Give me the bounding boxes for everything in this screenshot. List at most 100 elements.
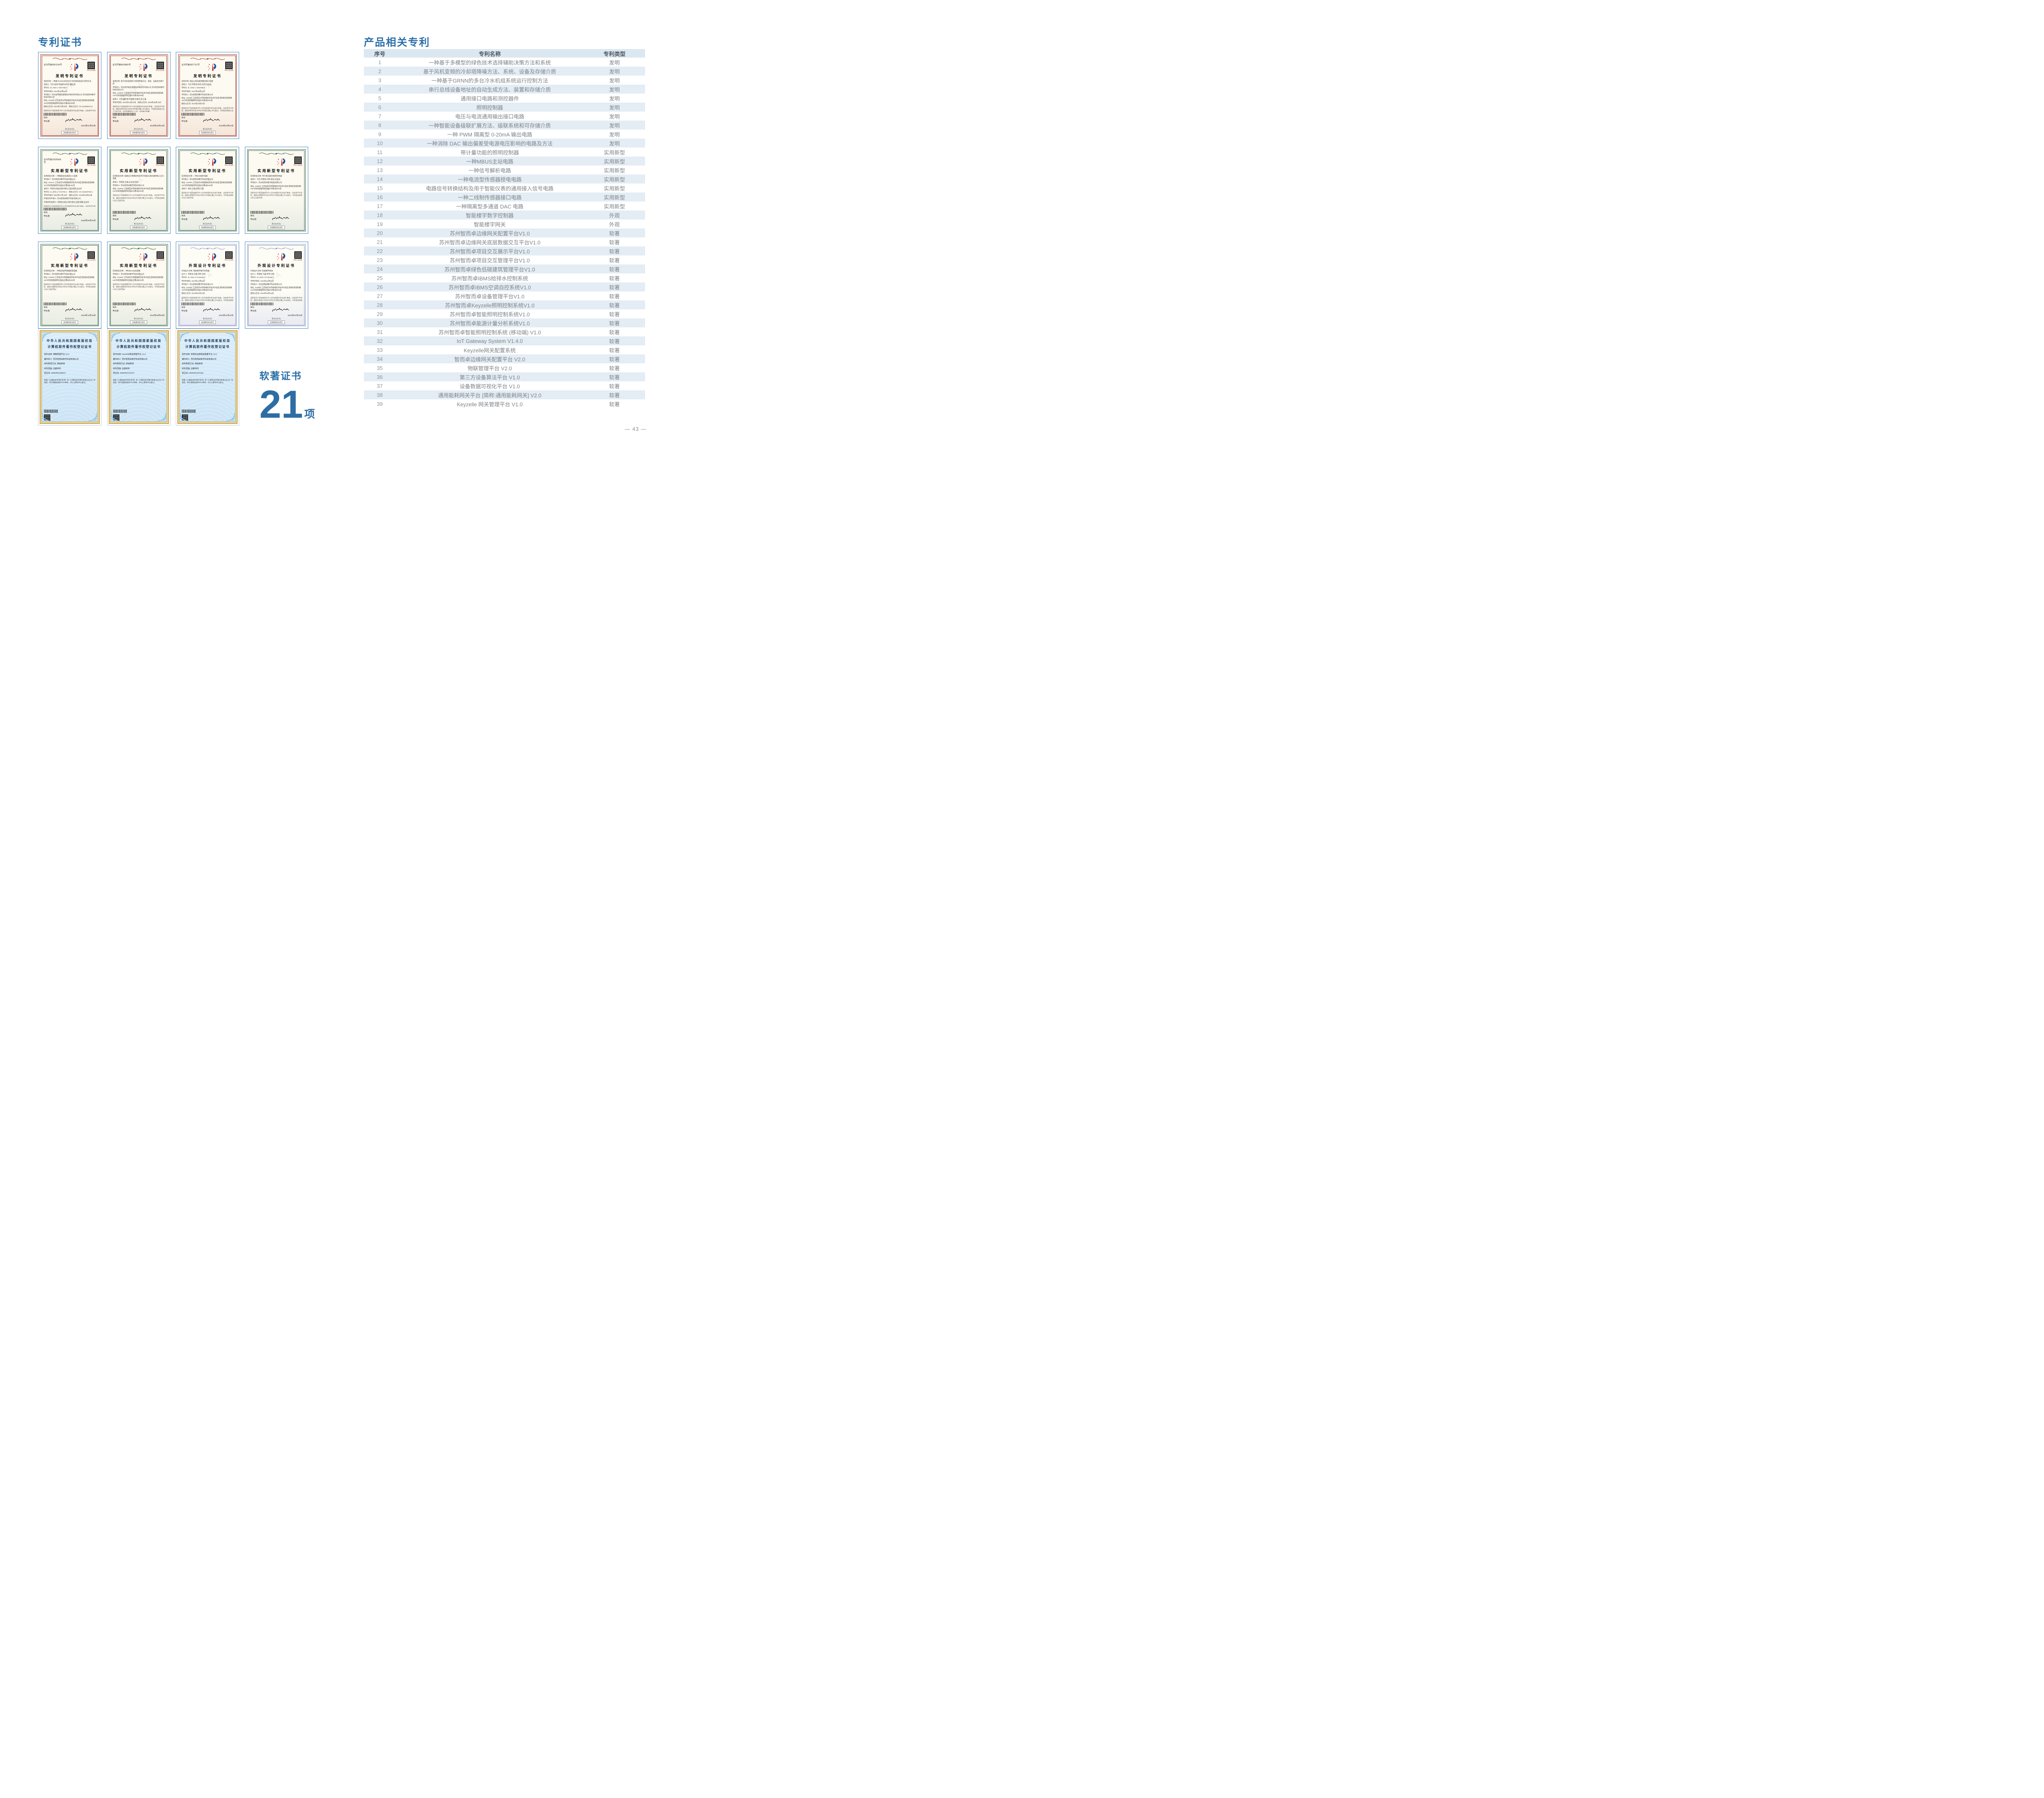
certificate-page-note: 第1页(共2页) (134, 317, 143, 320)
patents-table: 序号 专利名称 专利类型 1 一种基于多模型的绿色技术选择辅助决策方法和系统 发明 2… (364, 49, 645, 408)
table-row: 25 苏州智而卓IBMS给排水控制系统 软著 (364, 273, 645, 282)
cell-index: 26 (377, 284, 383, 290)
cell-type: 软著 (609, 338, 620, 345)
cell-index: 27 (377, 293, 383, 299)
certificate-fields: 外观设计名称: 智能楼宇数字控制器 设计人: 李建池;马晨;李昕;刘炜 专利号: Z… (182, 270, 233, 296)
svg-text:★: ★ (140, 67, 141, 69)
cell-index: 4 (378, 86, 381, 92)
patent-certificate-card: ★ ★ ★ ★ 专利公告信息 实用新型专利证书 实用新型名称: 一种电流型传感器授电电路 专利… (38, 242, 101, 329)
signature-icon (272, 308, 289, 312)
table-row: 7 电压与电流通用输出接口电路 发明 (364, 112, 645, 121)
ornament-flourish-icon (190, 247, 225, 250)
cell-type: 软著 (609, 311, 620, 318)
certificate-statement: 国家知识产权局依照中华人民共和国专利法进行审查，决定授予专利权，颁发实用新型专利… (112, 194, 165, 202)
certificate-field-line: 专利号: ZL 2023 3 0715494.1 (250, 276, 274, 279)
certificate-page-note: 第1页(共2页) (65, 317, 74, 320)
certificate-field-line: 发明人: 马杰;董红林;李国建;冰俊华;彭士通 (112, 98, 146, 100)
table-row: 5 通用接口电路和测控器件 发明 (364, 94, 645, 103)
table-row: 27 苏州智而卓设备管理平台V1.0 软著 (364, 291, 645, 300)
certificate-row: 证书号第22926608号 ★ ★ ★ ★ 专利公告信息 实用新型专利证书 实用新型名称: 一… (38, 147, 308, 234)
svg-text:★: ★ (209, 67, 211, 69)
certificate-title: 外观设计专利证书 (188, 264, 226, 268)
qr-code-icon (87, 157, 95, 164)
certificate-date: 2024年04月16日 (219, 314, 233, 317)
certificate-fields: 发明名称: 电压与电流通用输出接口电路 发明人: 马杰;李建池;朱亮;刘炜;吴志祥… (182, 80, 233, 106)
svg-text:★: ★ (276, 255, 278, 257)
signer-label: 局长 申长雨 (250, 215, 256, 221)
signer-label: 局长 申长雨 (112, 215, 119, 221)
cell-index: 24 (377, 266, 383, 272)
certificate-title: 实用新型专利证书 (51, 169, 89, 173)
certificate-page-note: 第1页(共2页) (203, 128, 212, 130)
certificate-field-line: 设计人: 李建池;马晨;李昕;刘炜 (182, 273, 206, 275)
table-row: 31 苏州智而卓智能照明控制系统 (移动端) V1.0 软著 (364, 327, 645, 336)
cell-type: 实用新型 (603, 149, 625, 156)
corner-flourish-icon (154, 412, 166, 421)
certificate-paper: 证书号第22926608号 ★ ★ ★ ★ 专利公告信息 实用新型专利证书 实用新型名称: 一… (40, 149, 99, 231)
certificate-number: 证书号第6827761号 (182, 64, 200, 66)
cell-name: 一种隔离型多通道 DAC 电路 (456, 203, 524, 210)
cell-type: 实用新型 (603, 185, 625, 192)
qr-caption: 专利公告信息 (224, 69, 233, 71)
cell-index: 21 (377, 239, 383, 245)
table-row: 28 苏州智而卓Keyzelle照明控制系统V1.0 软著 (364, 300, 645, 309)
barcode-icon (44, 410, 58, 413)
corner-flourish-icon (85, 333, 97, 342)
svg-text:★: ★ (71, 159, 72, 161)
certificate-fields: 实用新型名称: 一种信号解析电路 专利权人: 苏州智而卓数字科技有限公司 地址: 2… (182, 175, 233, 191)
certificate-field-line: 软件名称: 物联管理平台 V2.0 (44, 354, 69, 356)
certificate-title: 外观设计专利证书 (257, 264, 295, 268)
certificate-field-line: 发明名称: 电压与电流通用输出接口电路 (182, 80, 213, 82)
certificate-field-line: 申请日时发明人: 李建池;高波;刘炜;黄亮;王磊;陈鹏;吴志祥 (44, 201, 89, 203)
column-header-index: 序号 (374, 51, 385, 57)
corner-flourish-icon (180, 333, 192, 342)
qr-code-icon (294, 157, 302, 164)
qr-caption: 专利公告信息 (293, 164, 303, 166)
certificate-continuation-note: 其他事项参见续页 (61, 131, 78, 134)
certificate-statement: 国家知识产权局依照中华人民共和国专利法进行审查，决定授予专利权，颁发发明专利证书… (182, 107, 233, 112)
ornament-flourish-icon (52, 58, 87, 60)
cell-index: 1 (378, 59, 381, 65)
svg-text:★: ★ (140, 162, 141, 164)
software-certificate-title: 计算机软件著作权登记证书 (185, 345, 230, 349)
barcode-icon (112, 211, 136, 214)
certificate-statement: 国家知识产权局依照中华人民共和国专利法进行审查，决定授予专利权，颁发实用新型专利… (44, 205, 96, 207)
cell-type: 软著 (609, 374, 620, 381)
certificate-field-line: 授权公告日: 2024年04月16日 (182, 292, 205, 295)
certificate-statement: 国家知识产权局依照中华人民共和国专利法进行审查，决定授予专利权，颁发发明专利证书… (44, 109, 96, 112)
table-row: 2 基于风机变频的冷却塔降噪方法、系统、设备及存储介质 发明 (364, 67, 645, 76)
cell-index: 23 (377, 257, 383, 263)
svg-text:★: ★ (71, 253, 72, 256)
cnipa-logo-icon: ★★★★ (70, 157, 78, 166)
svg-text:★: ★ (208, 64, 210, 66)
certificate-statement: 国家知识产权局依照中华人民共和国专利法进行审查，决定授予专利权，颁发实用新型专利… (44, 283, 96, 291)
software-certificates-count: 21 (259, 383, 303, 426)
cell-index: 10 (377, 140, 383, 146)
cell-type: 发明 (609, 131, 620, 138)
certificate-field-line: 著作权人: 苏州智而卓数字科技有限公司 (113, 358, 148, 360)
cell-type: 软著 (609, 356, 620, 363)
table-row: 36 第三方设备算法平台 V1.0 软著 (364, 372, 645, 381)
svg-text:★: ★ (208, 161, 209, 162)
certificate-field-line: 发明人: 马杰;李建池;刘炜;黄亮;吴志祥 (250, 178, 280, 181)
certificate-field-line: 著作权人: 苏州智而卓数字科技有限公司 (44, 358, 79, 360)
cell-name: 设备数据可视化平台 V1.0 (459, 383, 520, 390)
cell-name: 串行总线设备地址的自动生成方法、装置和存储介质 (428, 86, 551, 93)
cell-index: 14 (377, 176, 383, 182)
cell-name: Keyzelle网关配置系统 (464, 347, 516, 354)
cell-type: 软著 (609, 320, 620, 327)
certificate-continuation-note: 其他事项参见续页 (130, 226, 147, 229)
corner-flourish-icon (42, 333, 54, 342)
certificate-field-line: 实用新型名称: 带计量功能的照明控制器 (250, 175, 282, 177)
barcode-icon (250, 302, 273, 306)
cell-name: 苏州智而卓能源计量分析系统V1.0 (450, 320, 530, 327)
page: { "page": { "number": "— 43 —" }, "left"… (0, 0, 658, 450)
certificate-fields: 软件名称: 物联管理平台 V2.0 著作权人: 苏州智而卓数字科技有限公司 权利取得… (44, 353, 95, 376)
svg-text:★: ★ (70, 259, 72, 260)
certificate-paper: ★ ★ ★ ★ 专利公告信息 外观设计专利证书 外观设计名称: 智能楼宇数字控制器 设计人: … (178, 244, 237, 326)
certificate-page-note: 第1页(共2页) (65, 222, 74, 225)
certificate-paper: 证书号第6827761号 ★ ★ ★ ★ 专利公告信息 发明专利证书 发明名称: 电压与电流通… (178, 54, 237, 137)
cell-name: 苏州智而卓智能照明控制系统V1.0 (450, 311, 530, 318)
svg-text:★: ★ (277, 259, 278, 260)
svg-text:★: ★ (140, 257, 141, 259)
